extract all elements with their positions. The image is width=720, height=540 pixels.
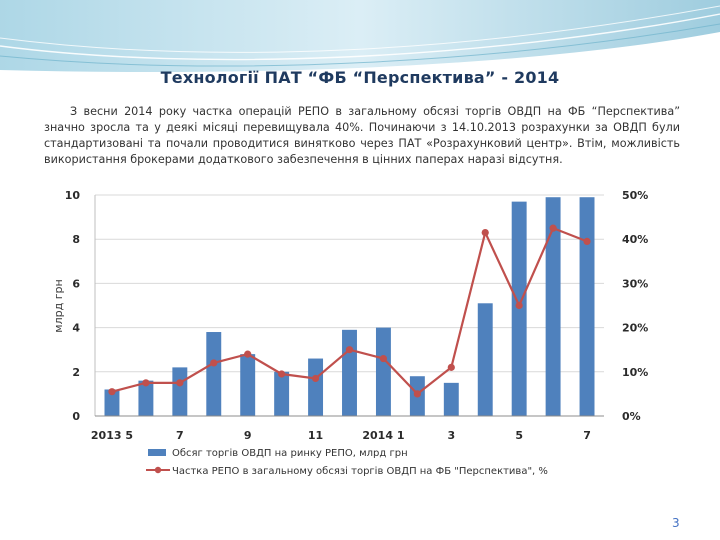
chart-legend: Обсяг торгів ОВДП на ринку РЕПО, млрд гр… (146, 447, 548, 477)
bar (308, 358, 324, 416)
x-tick-label: 5 (515, 429, 523, 442)
y-tick-label: 4 (72, 322, 80, 335)
legend-bar-label: Обсяг торгів ОВДП на ринку РЕПО, млрд гр… (172, 447, 408, 459)
y-tick-label: 0 (72, 410, 80, 423)
line-point (447, 363, 455, 371)
slide-title: Технології ПАТ “ФБ “Перспектива” - 2014 (160, 68, 560, 87)
line-point (176, 379, 184, 387)
line-point (244, 350, 252, 358)
line-point (142, 379, 150, 387)
bar (172, 367, 188, 416)
y2-tick-label: 0% (622, 410, 641, 423)
line-point (515, 301, 523, 310)
bar (240, 354, 256, 416)
x-tick-label: 7 (583, 429, 591, 442)
line-point (583, 237, 591, 246)
x-tick-label: 9 (244, 429, 252, 442)
slide-paragraph: З весни 2014 року частка операцій РЕПО в… (44, 105, 680, 166)
line-point (481, 228, 489, 237)
bar (104, 389, 120, 416)
line-point (311, 374, 320, 383)
y-tick-label: 6 (72, 277, 80, 290)
x-tick-label: 3 (447, 429, 455, 442)
y2-tick-label: 10% (622, 366, 648, 379)
bar (138, 380, 154, 416)
y-tick-label: 2 (72, 366, 80, 379)
bar (477, 303, 493, 416)
line-point (413, 390, 421, 398)
x-tick-label: 2014 1 (362, 429, 404, 442)
bar (206, 332, 222, 416)
y-tick-label: 10 (65, 189, 81, 202)
line-layer (108, 224, 591, 398)
line-point (345, 346, 354, 354)
line-point (210, 359, 218, 367)
line-point (278, 370, 286, 378)
line-point (379, 354, 388, 363)
bar (443, 382, 459, 416)
x-tick-label: 7 (176, 429, 184, 442)
bar (375, 327, 391, 416)
x-tick-label: 11 (308, 429, 323, 442)
x-tick-label: 2013 5 (91, 429, 133, 442)
line-point (549, 224, 557, 232)
y2-tick-label: 20% (622, 322, 648, 335)
y2-tick-label: 30% (622, 277, 648, 290)
legend-bar-swatch (148, 449, 166, 456)
y-tick-label: 8 (72, 233, 80, 246)
legend-line-marker (154, 466, 162, 474)
y2-tick-label: 40% (622, 233, 648, 246)
y2-tick-label: 50% (622, 189, 648, 202)
bar (342, 329, 357, 416)
bar (274, 371, 290, 416)
legend-line-label: Частка РЕПО в загальному обсязі торгів О… (172, 465, 548, 477)
axes-layer: 0 2 4 6 8 10 0% 10% 20% 30% 40% 50% 2013 5 7 9 11 2014 1… (65, 189, 649, 442)
header-banner (0, 0, 720, 73)
bar (579, 197, 595, 416)
page-number: 3 (672, 516, 680, 530)
line-point (108, 388, 116, 396)
y-axis-label: млрд грн (52, 279, 65, 332)
bar (545, 197, 561, 416)
